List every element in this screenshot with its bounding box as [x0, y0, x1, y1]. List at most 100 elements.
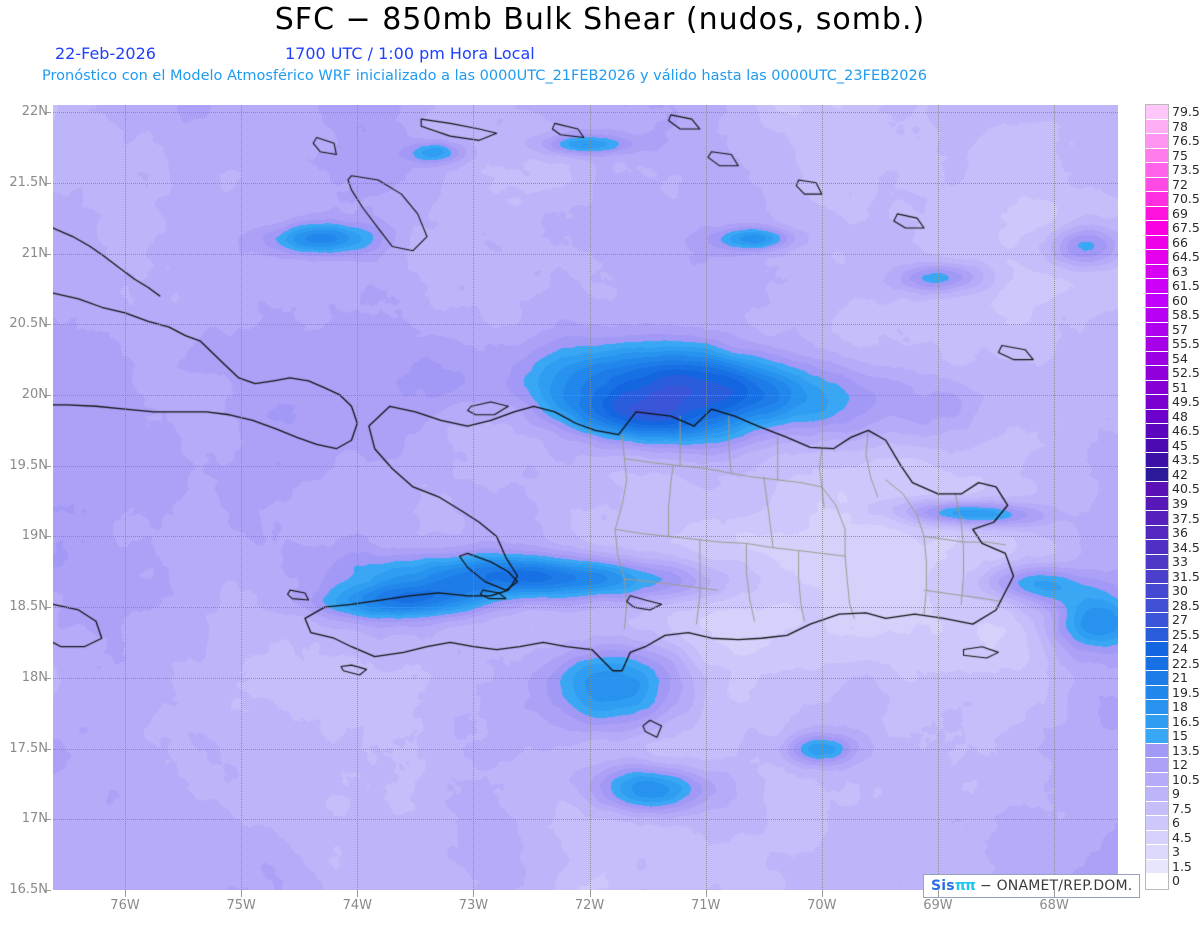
colorbar-segment [1146, 656, 1168, 672]
colorbar-tick-label: 4.5 [1172, 829, 1192, 845]
colorbar-segment [1146, 134, 1168, 149]
lat-tick-label: 18.5N [9, 599, 48, 615]
colorbar-tick-label: 34.5 [1172, 539, 1200, 555]
colorbar-segment [1146, 337, 1168, 352]
colorbar-tick-label: 73.5 [1172, 162, 1200, 178]
colorbar-segment [1146, 366, 1168, 381]
colorbar-segment [1146, 845, 1168, 860]
colorbar-tick-label: 40.5 [1172, 481, 1200, 497]
colorbar-tick-label: 27 [1172, 612, 1188, 628]
colorbar-segment [1146, 714, 1168, 730]
lat-tick [44, 324, 51, 326]
colorbar-tick-label: 39 [1172, 496, 1188, 511]
colorbar-tick-label: 31.5 [1172, 568, 1200, 584]
lon-tick [1054, 890, 1056, 897]
colorbar-tick-label: 70.5 [1172, 191, 1200, 207]
lat-tick [44, 890, 51, 891]
colorbar-segment [1146, 119, 1168, 135]
lon-tick [705, 890, 707, 897]
colorbar-segment [1146, 322, 1168, 338]
colorbar-tick-label: 54 [1172, 350, 1188, 366]
lon-tick [937, 890, 939, 897]
badge-pi-icon: ππ [954, 878, 976, 894]
forecast-model-subtitle: Pronóstico con el Modelo Atmosférico WRF… [42, 68, 927, 84]
colorbar-tick-label: 1.5 [1172, 858, 1192, 874]
colorbar-tick-label: 18 [1172, 699, 1188, 715]
colorbar-segment [1146, 540, 1168, 555]
lat-tick [44, 677, 51, 679]
forecast-model-row: Pronóstico con el Modelo Atmosférico WRF… [0, 68, 1200, 88]
colorbar-tick-label: 15 [1172, 728, 1188, 744]
lat-tick-label: 22N [21, 104, 48, 120]
colorbar-tick-label: 79.5 [1172, 104, 1200, 119]
colorbar-segment [1146, 250, 1168, 265]
colorbar-segment [1146, 685, 1168, 701]
forecast-date: 22-Feb-2026 [55, 44, 156, 63]
colorbar-tick-label: 61.5 [1172, 278, 1200, 294]
colorbar-segment [1146, 177, 1168, 193]
colorbar-segment [1146, 801, 1168, 817]
lon-tick [473, 890, 475, 897]
colorbar-segment [1146, 569, 1168, 585]
colorbar-tick-label: 64.5 [1172, 249, 1200, 265]
colorbar-tick-label: 10.5 [1172, 771, 1200, 787]
lon-tick-label: 68W [1039, 898, 1069, 913]
colorbar-segment [1146, 874, 1168, 889]
colorbar-tick-label: 22.5 [1172, 655, 1200, 671]
lat-tick [44, 819, 51, 821]
lat-tick [44, 465, 51, 467]
colorbar-tick-label: 6 [1172, 815, 1180, 831]
colorbar-segment [1146, 192, 1168, 207]
colorbar-segment [1146, 264, 1168, 280]
colorbar-tick-label: 12 [1172, 757, 1188, 773]
colorbar-tick-label: 48 [1172, 408, 1188, 424]
colorbar-segment [1146, 438, 1168, 454]
forecast-time: 1700 UTC / 1:00 pm Hora Local [285, 44, 535, 63]
colorbar-segment [1146, 351, 1168, 367]
lon-tick [125, 890, 126, 897]
lat-tick [44, 536, 51, 538]
lat-tick-label: 16.5N [9, 882, 48, 897]
colorbar-tick-label: 24 [1172, 641, 1188, 657]
colorbar-segment [1146, 105, 1168, 120]
colorbar-tick-label: 72 [1172, 176, 1188, 192]
lat-tick [44, 182, 51, 184]
colorbar-tick-label: 42 [1172, 466, 1188, 482]
colorbar [1145, 104, 1169, 890]
lat-tick-label: 20N [21, 386, 48, 402]
lat-tick [44, 112, 51, 114]
status-badge: Sis ππ − ONAMET/REP.DOM. [923, 874, 1141, 898]
colorbar-segment [1146, 613, 1168, 628]
colorbar-segment [1146, 293, 1168, 309]
colorbar-segment [1146, 496, 1168, 512]
colorbar-tick-label: 78 [1172, 118, 1188, 134]
lon-tick-label: 73W [458, 898, 489, 913]
colorbar-segment [1146, 148, 1168, 164]
colorbar-tick-label: 36 [1172, 525, 1188, 541]
colorbar-segment [1146, 584, 1168, 599]
colorbar-tick-label: 46.5 [1172, 423, 1200, 439]
colorbar-segment [1146, 554, 1168, 570]
lat-tick-label: 20.5N [9, 316, 48, 332]
lon-tick-label: 76W [110, 898, 140, 913]
colorbar-tick-label: 55.5 [1172, 336, 1200, 352]
colorbar-tick-label: 37.5 [1172, 510, 1200, 526]
lon-tick-label: 69W [923, 898, 953, 913]
colorbar-tick-label: 66 [1172, 234, 1188, 250]
lon-tick-label: 71W [691, 898, 721, 913]
colorbar-segment [1146, 642, 1168, 657]
colorbar-tick-label: 57 [1172, 321, 1188, 337]
colorbar-segment [1146, 395, 1168, 410]
colorbar-segment [1146, 163, 1168, 178]
colorbar-segment [1146, 758, 1168, 773]
colorbar-tick-label: 75 [1172, 147, 1188, 163]
colorbar-tick-label: 69 [1172, 205, 1188, 221]
badge-agency-text: − ONAMET/REP.DOM. [979, 878, 1133, 894]
lat-tick-label: 18N [21, 669, 48, 685]
colorbar-segment [1146, 816, 1168, 831]
colorbar-segment [1146, 453, 1168, 468]
colorbar-tick-label: 9 [1172, 786, 1180, 802]
lat-tick [44, 607, 51, 609]
colorbar-segment [1146, 308, 1168, 323]
colorbar-tick-label: 19.5 [1172, 684, 1200, 700]
